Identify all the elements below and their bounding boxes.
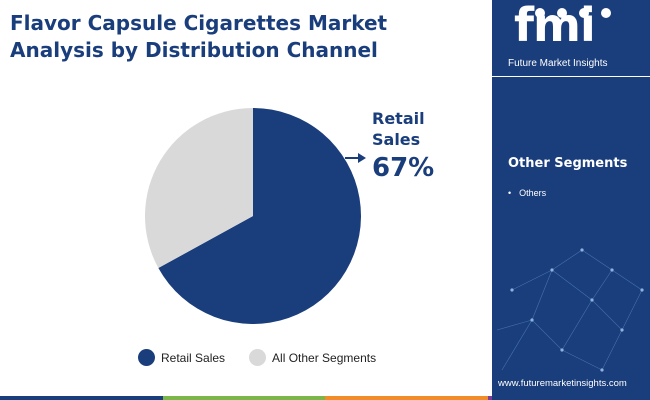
fmi-logo: fmi Future Market Insights — [492, 0, 650, 77]
website-url: www.futuremarketinsights.com — [498, 378, 627, 389]
callout-label-line-2: Sales — [372, 130, 421, 149]
legend-swatch-retail-sales — [138, 349, 155, 366]
legend-swatch-all-other-segments — [249, 349, 267, 366]
bottom-bar-navy — [0, 396, 163, 400]
logo-wordmark: fmi — [514, 0, 596, 52]
callout-value: 67% — [372, 153, 435, 183]
logo-subtitle: Future Market Insights — [508, 58, 608, 69]
legend-item-retail-sales: Retail Sales — [138, 349, 225, 366]
logo-icons — [535, 8, 611, 18]
other-segments-list: Others — [508, 187, 546, 200]
pie-chart — [144, 108, 366, 324]
bottom-bar-orange — [325, 396, 488, 400]
segment-item-others: Others — [508, 187, 546, 200]
page-title: Flavor Capsule Cigarettes Market Analysi… — [10, 10, 480, 64]
chart-callout: Retail Sales 67% — [372, 108, 434, 184]
pie-slice-retail-sales — [158, 108, 361, 324]
network-graphic — [496, 248, 644, 372]
legend-label-retail-sales: Retail Sales — [161, 350, 226, 365]
legend-label-all-other-segments: All Other Segments — [272, 350, 377, 365]
callout-label-line-1: Retail — [372, 109, 425, 128]
pie-chart-area: Retail Sales 67% — [0, 80, 492, 390]
title-line-2: Analysis by Distribution Channel — [10, 38, 378, 62]
other-segments-title: Other Segments — [508, 156, 628, 171]
side-panel: fmi Future Market Insights Other Segment… — [492, 0, 650, 400]
title-line-1: Flavor Capsule Cigarettes Market — [10, 11, 388, 35]
callout-arrow-head — [358, 153, 366, 163]
legend-item-all-other-segments: All Other Segments — [249, 349, 376, 366]
pie-slice-all-other-segments — [144, 108, 253, 269]
bottom-bar-green — [162, 396, 325, 400]
chart-legend: Retail Sales All Other Segments — [138, 349, 400, 366]
